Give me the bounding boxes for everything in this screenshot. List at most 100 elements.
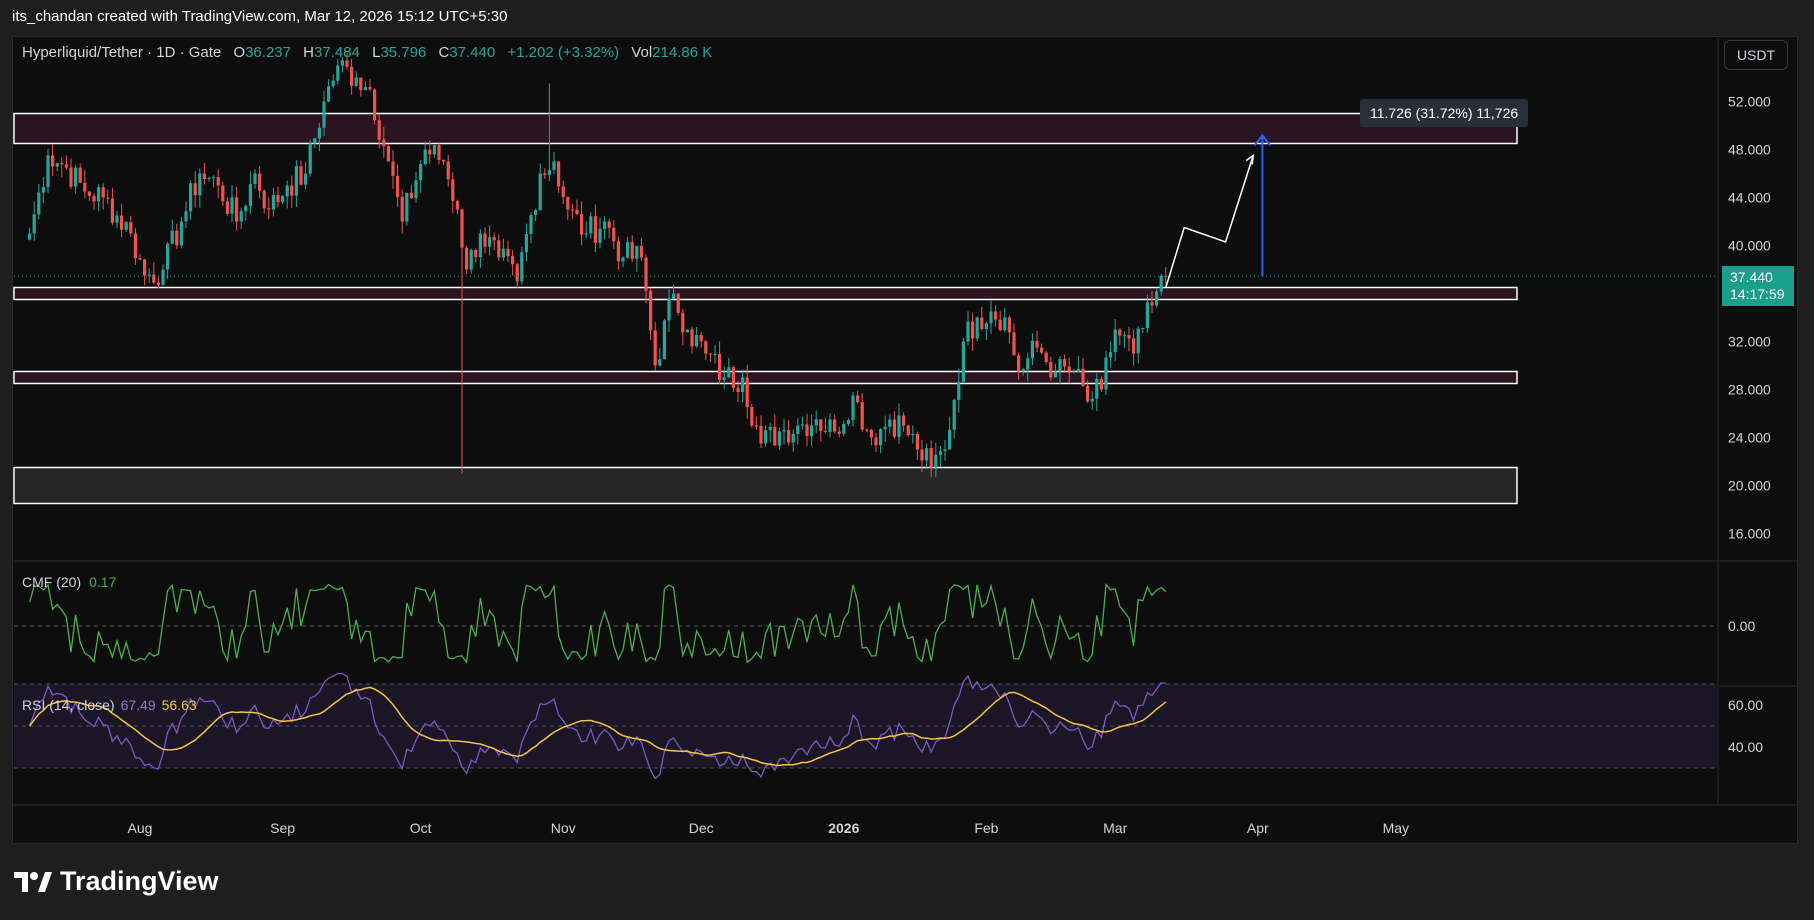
price-tick-label: 40.000 [1728, 238, 1771, 254]
candle-body [400, 196, 404, 222]
candle-body [695, 335, 699, 347]
candle-body [133, 233, 137, 259]
candle-body [124, 222, 128, 230]
candle-body [1122, 335, 1126, 337]
last-price-value: 37.440 [1730, 269, 1773, 285]
candle-body [639, 245, 643, 258]
candle-body [46, 155, 50, 187]
candle-body [115, 215, 119, 223]
candle-body [883, 426, 887, 430]
candle-body [1113, 329, 1117, 353]
candle-body [570, 209, 574, 211]
candle-body [156, 282, 160, 286]
candle-body [354, 77, 358, 86]
candle-body [957, 381, 961, 400]
change-value: +1.202 (+3.32%) [507, 44, 620, 61]
candle-body [929, 448, 933, 468]
candle-body [911, 434, 915, 436]
candle-body [1053, 371, 1057, 378]
candle-body [584, 233, 588, 235]
candle-body [83, 182, 87, 192]
candle-body [69, 167, 73, 187]
rsi-tick-label: 60.00 [1728, 697, 1763, 713]
candle-body [1076, 368, 1080, 372]
candle-body [501, 248, 505, 258]
candle-body [488, 237, 492, 247]
candle-body [1030, 340, 1034, 359]
chart-caption: its_chandan created with TradingView.com… [12, 8, 508, 25]
candle-body [943, 449, 947, 452]
tradingview-logo-icon [14, 871, 52, 892]
candle-body [520, 252, 524, 282]
candle-body [442, 160, 446, 162]
candle-body [782, 430, 786, 432]
candle-body [101, 187, 105, 198]
candle-body [538, 173, 542, 210]
price-tick-label: 16.000 [1728, 526, 1771, 542]
candle-body [244, 205, 248, 212]
candle-body [166, 243, 170, 270]
candle-body [230, 197, 234, 214]
candle-body [1145, 302, 1149, 329]
candle-body [1017, 355, 1021, 372]
candle-body [1003, 317, 1007, 331]
candle-body [672, 293, 676, 300]
candle-body [557, 161, 561, 187]
cmf-value: 0.17 [89, 574, 117, 590]
cmf-legend[interactable]: CMF (20) 0.17 [22, 574, 116, 590]
candle-body [704, 341, 708, 354]
price-tick-label: 44.000 [1728, 190, 1771, 206]
candle-body [511, 256, 515, 265]
candle-body [644, 257, 648, 291]
currency-button[interactable]: USDT [1724, 40, 1788, 70]
rsi-legend[interactable]: RSI (14, close) 67.49 56.63 [22, 697, 197, 713]
candle-body [994, 311, 998, 320]
candle-body [1035, 340, 1039, 348]
candle-body [478, 233, 482, 257]
candle-body [589, 216, 593, 234]
candle-body [1155, 291, 1159, 306]
candle-body [432, 144, 436, 155]
candle-body [161, 269, 165, 286]
open-label: O [233, 44, 246, 61]
candle-body [865, 429, 869, 431]
candle-body [428, 149, 432, 155]
candle-body [340, 60, 344, 66]
candle-body [147, 274, 151, 276]
price-tick-label: 20.000 [1728, 478, 1771, 494]
candle-body [607, 221, 611, 228]
candle-body [713, 353, 717, 355]
candle-body [1118, 329, 1122, 336]
bar-countdown: 14:17:59 [1730, 286, 1785, 302]
candle-body [754, 425, 758, 427]
candle-body [1164, 275, 1168, 277]
candle-body [437, 144, 441, 161]
price-zone [13, 370, 1518, 385]
candle-body [87, 191, 91, 196]
candle-body [28, 233, 32, 240]
candle-body [1150, 302, 1154, 306]
candle-body [331, 80, 335, 87]
candle-body [649, 290, 653, 331]
tradingview-logo[interactable]: TradingView [14, 866, 219, 897]
candle-body [1141, 328, 1145, 330]
candle-body [1012, 332, 1016, 356]
candle-body [580, 214, 584, 235]
candle-body [299, 166, 303, 185]
time-tick-label: Aug [128, 820, 153, 836]
candle-body [419, 164, 423, 181]
candle-body [971, 321, 975, 339]
candle-body [777, 431, 781, 446]
candle-body [966, 321, 970, 342]
candle-body [506, 248, 510, 257]
candle-body [856, 395, 860, 403]
candle-body [653, 330, 657, 366]
symbol-title[interactable]: Hyperliquid/Tether · 1D · Gate [22, 44, 222, 61]
candle-body [837, 431, 841, 434]
candle-body [409, 192, 413, 199]
rsi-tick-label: 40.00 [1728, 739, 1763, 755]
candle-body [727, 367, 731, 378]
candle-body [386, 146, 390, 162]
rsi-value: 67.49 [120, 697, 156, 713]
